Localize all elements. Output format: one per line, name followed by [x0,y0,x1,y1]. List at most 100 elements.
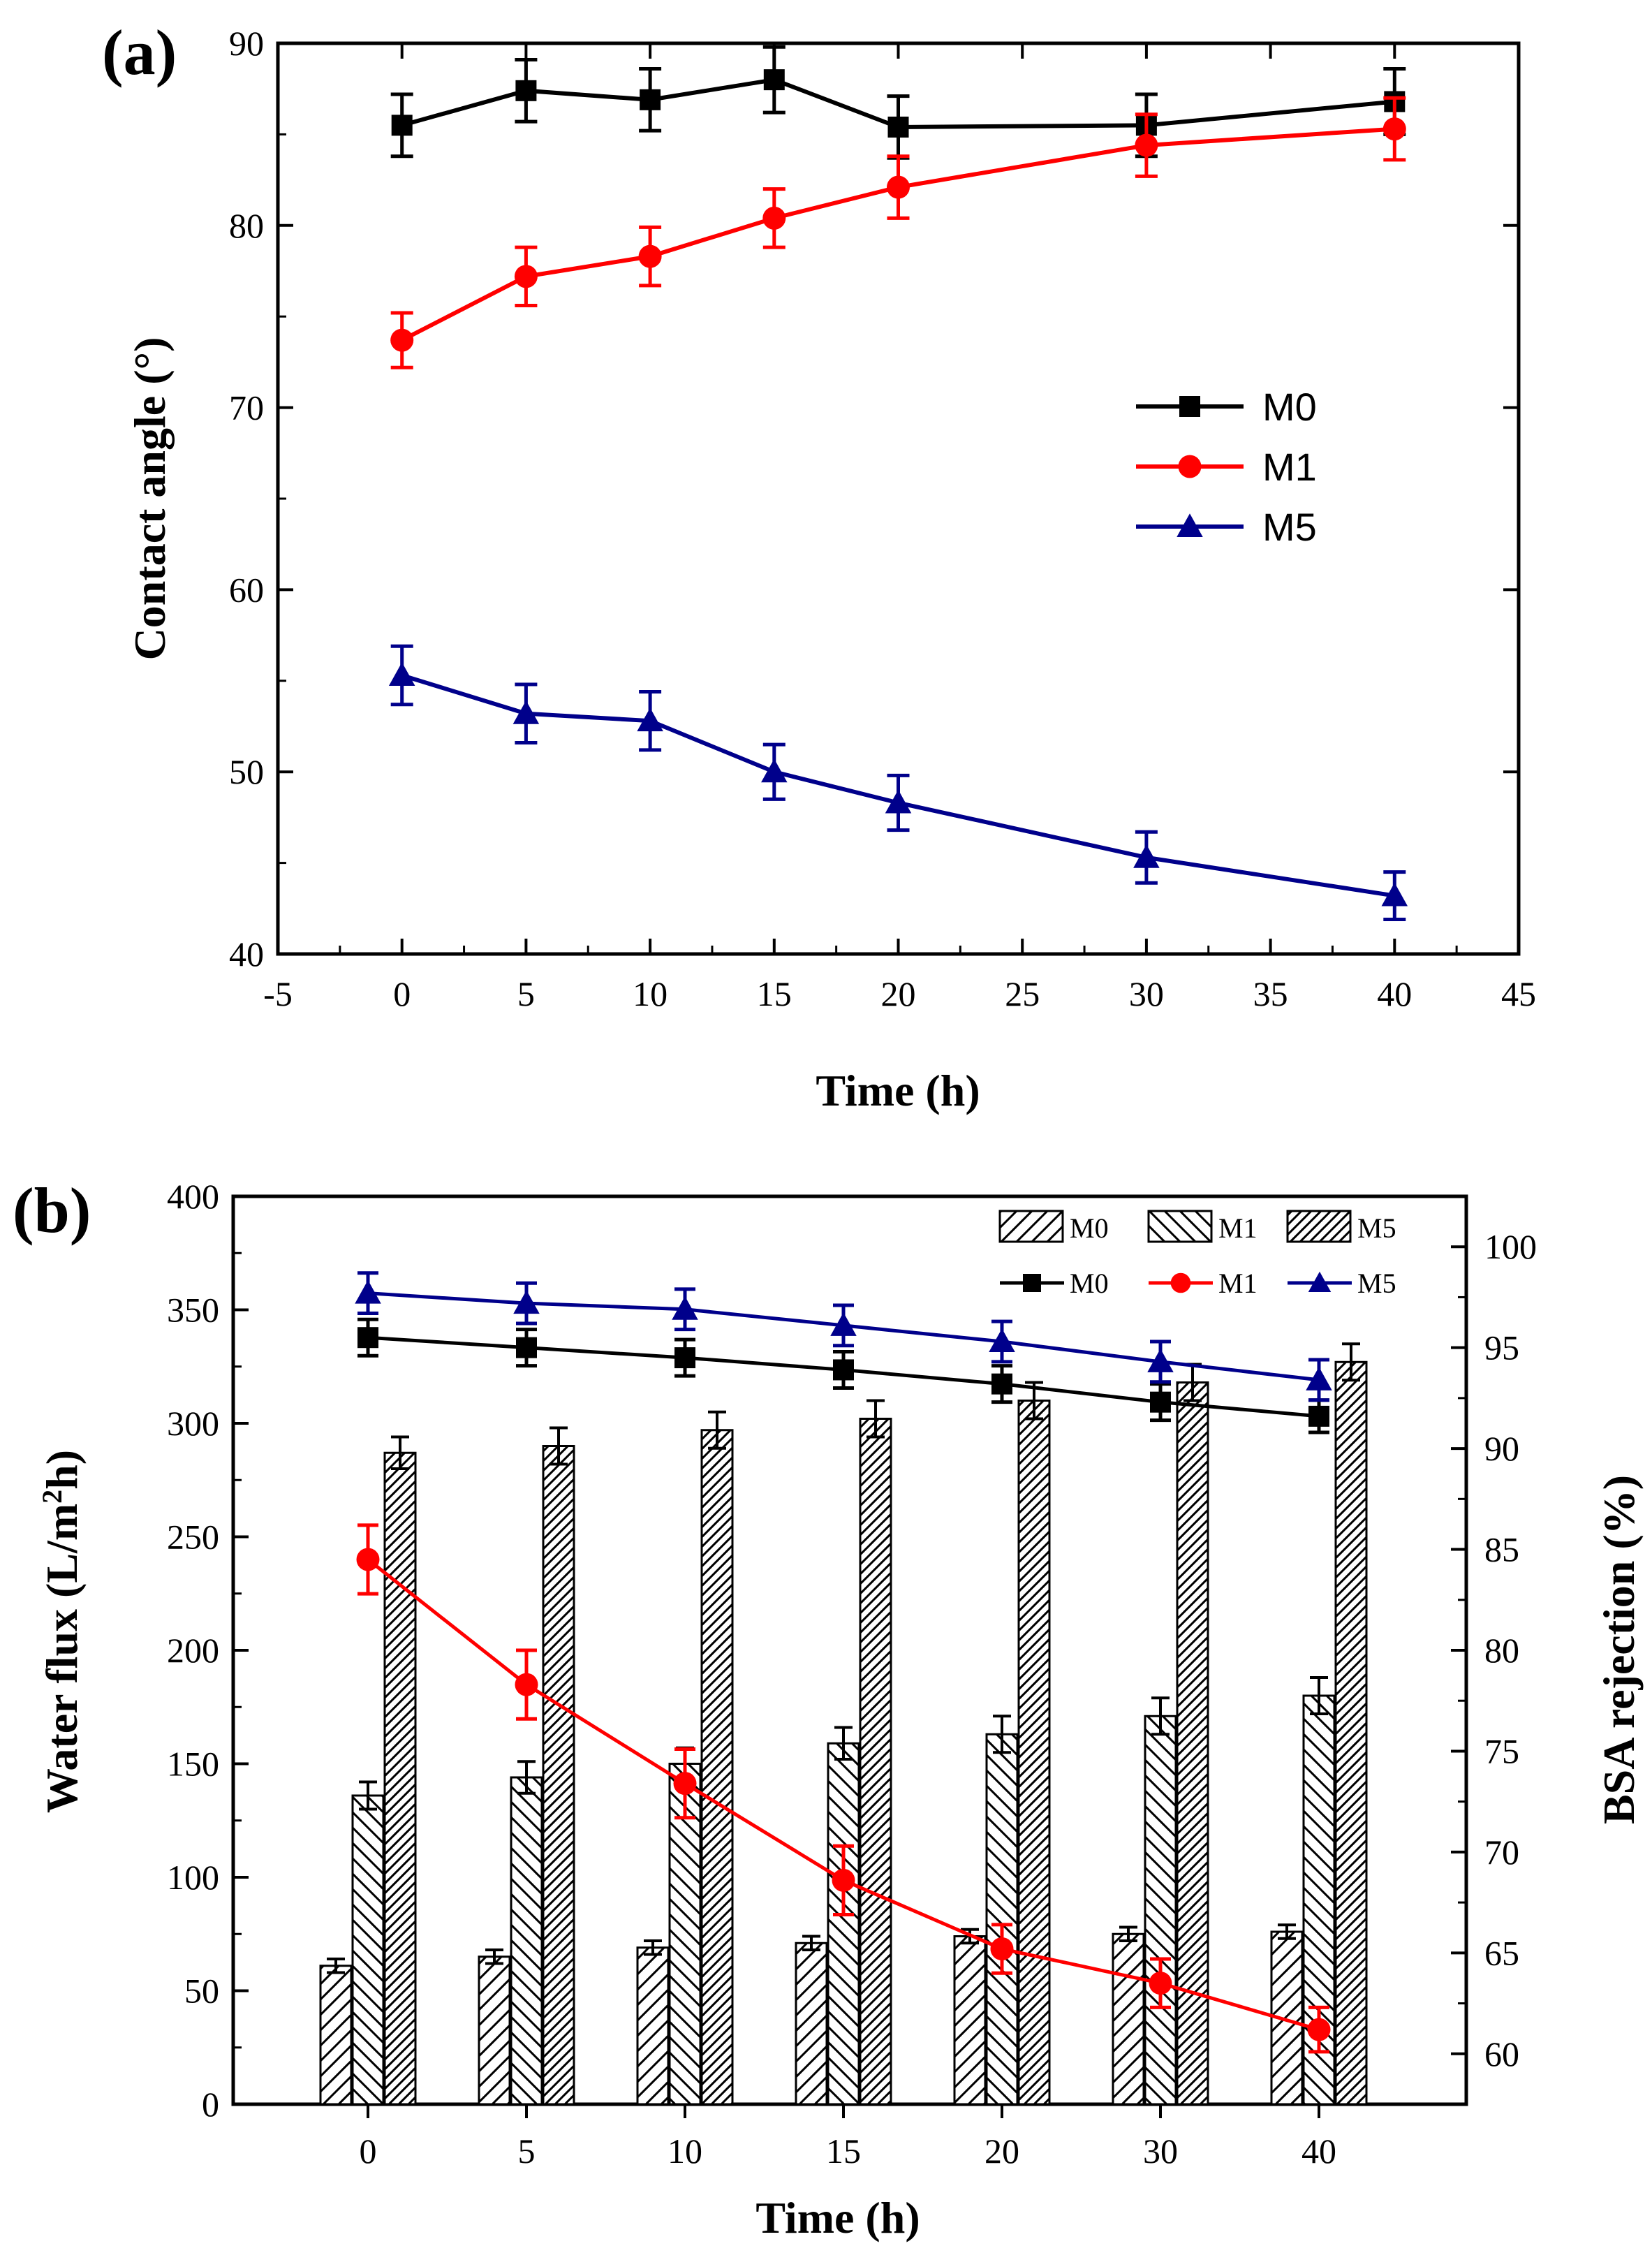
legend-line-label: M0 [1070,1268,1109,1299]
panel-b-right-y-tick-label: 65 [1484,1933,1519,1972]
legend-bar-label: M0 [1070,1212,1109,1244]
line-series-m0-point [1308,1405,1329,1427]
panel-b-x-tick-label: 5 [518,2131,536,2171]
bar-m0 [795,1942,828,2106]
series-m1-point [638,244,662,268]
line-series-m1-point [673,1772,697,1796]
panel-b-x-tick-label: 10 [668,2131,702,2171]
panel-a-y-tick-label: 70 [229,388,264,427]
panel-a-x-tick-label: 0 [393,974,411,1013]
bar-m5 [1176,1381,1209,2106]
panel-b-right-y-axis-title: BSA rejection (%) [1594,1475,1644,1824]
line-series-m0-point [357,1327,378,1349]
legend-marker [1178,455,1202,478]
panel-a-x-tick-label: -5 [263,974,293,1013]
bar-m5 [1334,1360,1368,2106]
legend-marker [1177,513,1203,537]
bar-m1-error-bar [1310,1676,1328,1715]
panel-b-x-axis-title: Time (h) [755,2193,920,2243]
legend-line-marker [1308,1271,1332,1292]
series-m1-point [514,265,538,288]
line-series-m0 [357,1317,1329,1434]
panel-b-x-tick-label: 30 [1143,2131,1178,2171]
legend-entry-m5: M5 [1136,505,1317,549]
line-series-m0-point [516,1337,537,1358]
panel-a-series [388,45,1408,921]
panel-a-label: (a) [102,17,177,88]
bar-m5-error-bar [391,1435,409,1470]
legend-label: M5 [1262,505,1317,549]
bar-m5-error-bar [1342,1342,1360,1382]
series-m5-point [512,700,540,724]
panel-b-left-y-tick-label: 200 [167,1631,219,1670]
panel-a-x-tick-label: 35 [1253,974,1288,1013]
series-m1-point [887,175,910,199]
bar-m0 [319,1965,353,2106]
series-m5-point [761,758,788,783]
panel-a-x-tick-label: 20 [881,974,916,1013]
series-m5-point [1133,844,1160,868]
panel-a-x-tick-label: 10 [633,974,668,1013]
panel-a-x-tick-label: 30 [1129,974,1164,1013]
series-m1-point [1382,117,1406,141]
line-series-m1-point [1307,2018,1331,2041]
line-series-m0-point [1150,1391,1171,1413]
panel-a-legend: M0 M1 M5 [1136,385,1317,549]
line-series-m0-point [674,1347,695,1369]
series-m0-point [515,80,537,101]
series-m1 [390,96,1406,369]
legend-line-marker [1023,1274,1041,1292]
line-series-m1-point [832,1868,855,1892]
line-series-m5-point [830,1312,857,1336]
panel-b-left-y-title-sup: 2 [36,1490,68,1504]
bar-m5 [859,1418,892,2106]
panel-b: (b) 0 5 10 15 20 30 40 0 50 100 150 200 250 300 350 40… [13,1175,1644,2243]
series-m5-point [885,789,912,814]
series-m1-point [390,328,414,352]
legend-bar-swatch [998,1210,1064,1243]
panel-b-left-y-tick-label: 50 [184,1972,219,2011]
panel-b-left-y-title-main: Water flux (L/m [37,1504,87,1813]
series-m0-point [887,116,909,138]
bar-series-m1 [351,1676,1336,2106]
legend-line-entry-m5: M5 [1288,1268,1396,1299]
series-m0-point [763,69,785,91]
panel-b-right-y-tick-label: 60 [1484,2034,1519,2073]
line-series-m5-point [1306,1367,1332,1390]
series-m5 [388,644,1408,921]
panel-a-x-tick-label: 45 [1501,974,1536,1013]
series-m0-point [391,115,413,136]
legend-bar-label: M1 [1218,1212,1258,1244]
series-m0-point [640,89,661,110]
series-m0 [390,45,1406,160]
bar-m0 [953,1935,987,2106]
bar-m5 [542,1445,575,2106]
panel-b-left-y-tick-label: 400 [167,1177,219,1216]
legend-bar-entry-m0: M0 [998,1210,1109,1244]
line-series-m5-point [1147,1349,1174,1372]
legend-line-label: M1 [1218,1268,1258,1299]
panel-b-right-y-tick-label: 80 [1484,1631,1519,1670]
legend-entry-m1: M1 [1136,445,1317,489]
line-series-m5-point [672,1296,698,1320]
panel-b-right-y-tick-label: 95 [1484,1328,1519,1367]
bar-m0-error-bar [802,1935,820,1951]
bar-m0 [478,1955,511,2106]
bar-m5 [700,1429,734,2106]
panel-a-y-axis: 40 50 60 70 80 90 [229,24,1519,974]
panel-a-x-tick-label: 25 [1005,974,1040,1013]
series-m5-point [388,662,415,686]
panel-a-x-tick-label: 5 [517,974,535,1013]
line-series-m5 [355,1271,1332,1402]
panel-a-y-tick-label: 50 [229,752,264,791]
bar-m1-error-bar [834,1726,853,1761]
panel-b-right-y-tick-label: 75 [1484,1731,1519,1770]
legend-bar-entry-m1: M1 [1147,1210,1258,1244]
series-m1-point [1135,133,1158,157]
panel-a-y-tick-label: 90 [229,24,264,63]
panel-a-y-axis-title: Contact angle (°) [125,337,175,661]
panel-b-x-tick-label: 40 [1301,2131,1336,2171]
bar-series-m5 [383,1342,1368,2106]
panel-b-right-y-tick-label: 100 [1484,1227,1537,1266]
panel-b-right-y-axis: 60 65 70 75 80 85 90 95 100 [1451,1227,1537,2073]
